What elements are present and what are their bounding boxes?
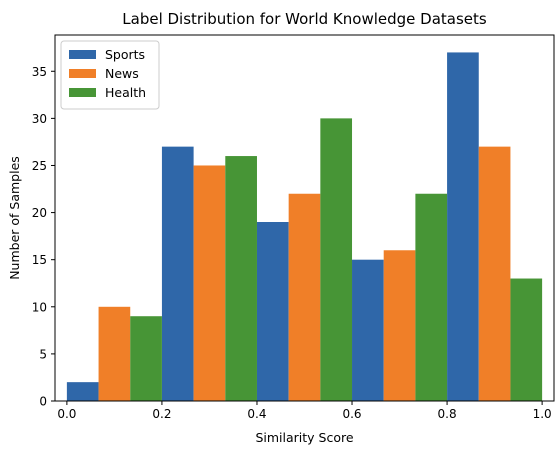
legend: Sports News Health <box>60 40 160 110</box>
bar-news-3 <box>383 250 416 401</box>
plot-area <box>54 34 555 402</box>
x-tick-label: 0.0 <box>57 407 76 421</box>
bar-news-2 <box>288 193 321 401</box>
bar-sports-4 <box>447 52 479 402</box>
bar-news-0 <box>98 306 131 401</box>
y-tick-label: 25 <box>32 159 47 173</box>
y-tick-label: 30 <box>32 112 47 126</box>
legend-swatch-health <box>69 88 96 97</box>
legend-label-sports: Sports <box>105 47 145 62</box>
x-tick-label: 1.0 <box>533 407 552 421</box>
y-tick-label: 20 <box>32 206 47 220</box>
legend-swatch-news <box>69 69 96 78</box>
y-axis-label: Number of Samples <box>7 156 22 280</box>
chart-title: Label Distribution for World Knowledge D… <box>122 10 487 28</box>
bar-health-4 <box>510 278 543 401</box>
y-tick-label: 5 <box>39 347 47 361</box>
y-tick-label: 35 <box>32 65 47 79</box>
x-axis-ticks: 0.0 0.2 0.4 0.6 0.8 1.0 <box>57 401 552 421</box>
x-tick-label: 0.4 <box>247 407 266 421</box>
bars-layer <box>66 52 543 402</box>
bar-news-1 <box>193 165 226 401</box>
legend-label-health: Health <box>105 85 146 100</box>
bar-sports-0 <box>66 382 99 401</box>
x-tick-label: 0.8 <box>438 407 457 421</box>
x-tick-label: 0.6 <box>342 407 361 421</box>
bar-sports-3 <box>352 259 384 401</box>
bar-health-0 <box>130 316 162 401</box>
y-tick-label: 15 <box>32 253 47 267</box>
bar-sports-1 <box>161 146 194 401</box>
x-tick-label: 0.2 <box>152 407 171 421</box>
bar-sports-2 <box>256 222 289 401</box>
legend-label-news: News <box>105 66 139 81</box>
bar-news-4 <box>478 146 511 401</box>
bar-health-1 <box>225 156 257 401</box>
bar-health-2 <box>320 118 353 402</box>
legend-swatch-sports <box>69 50 96 59</box>
y-axis-ticks: 0 5 10 15 20 25 30 35 <box>32 65 55 409</box>
y-tick-label: 0 <box>39 395 47 409</box>
x-axis-label: Similarity Score <box>255 430 353 445</box>
bar-health-3 <box>415 193 448 401</box>
y-tick-label: 10 <box>32 300 47 314</box>
